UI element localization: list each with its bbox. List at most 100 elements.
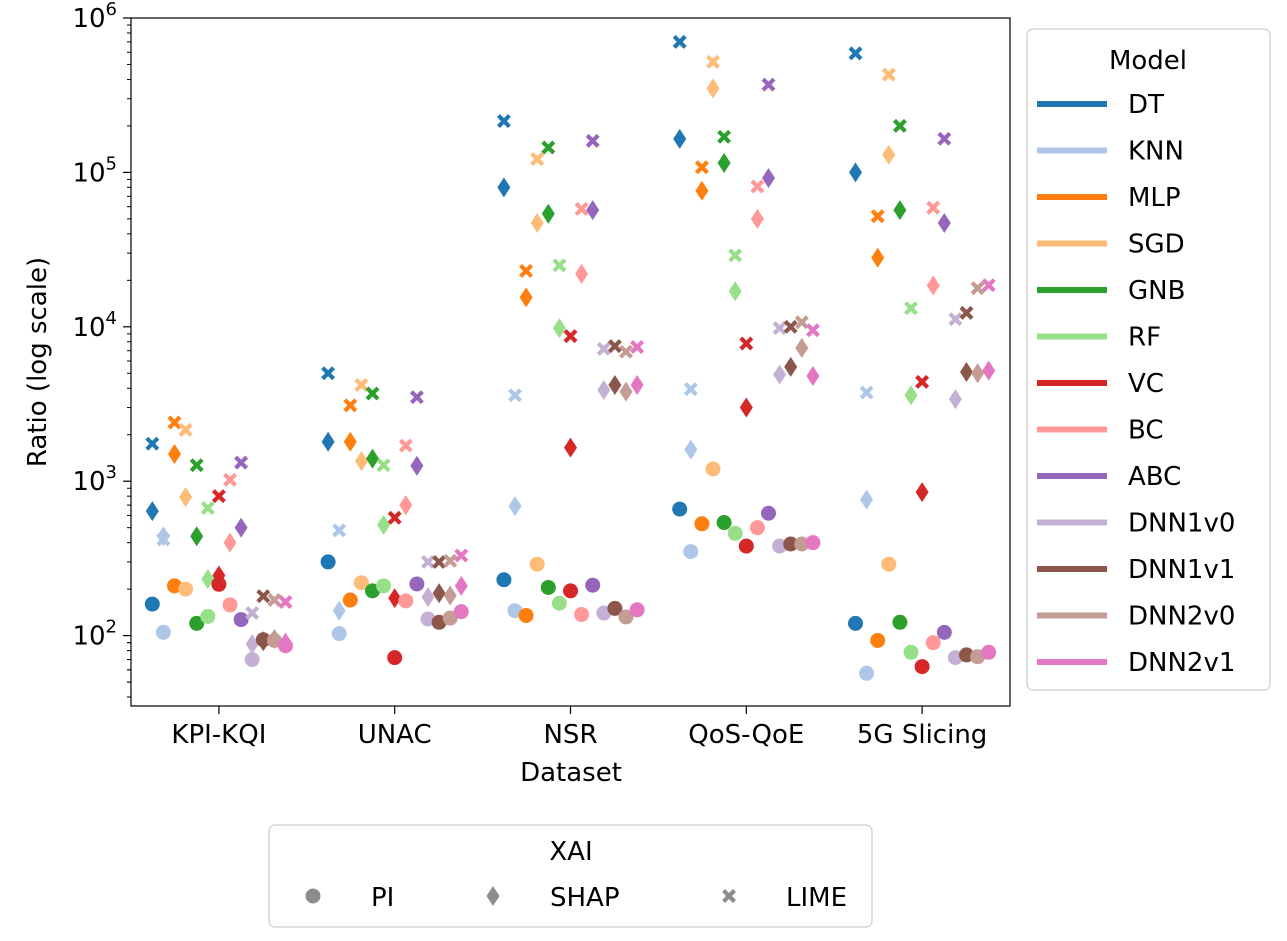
data-point-pi [331,626,347,642]
data-point-shap [948,389,962,410]
data-point-shap [915,482,929,503]
xai-legend-marker [305,888,321,904]
legend-label: DT [1128,90,1164,120]
data-point-shap [552,318,566,339]
data-point-shap [179,487,193,508]
plot-area-frame [130,17,1011,707]
data-point-lime [717,129,732,144]
data-point-pi [694,516,710,532]
data-point-shap [212,565,226,586]
data-point-pi [903,644,919,660]
data-point-pi [783,536,799,552]
data-point-shap [530,213,544,234]
y-axis-label: Ratio (log scale) [23,257,53,467]
data-point-pi [981,644,997,660]
data-point-shap [619,381,633,402]
xai-legend-title: XAI [549,837,592,867]
data-point-shap [871,247,885,268]
data-point-pi [189,615,205,631]
data-point-shap [564,437,577,458]
data-point-shap [750,208,764,229]
data-point-lime [772,321,787,336]
data-point-lime [904,301,918,316]
data-point-pi [233,612,249,628]
data-point-shap [586,200,600,221]
data-point-lime [343,398,358,413]
data-point-shap [145,501,159,522]
data-point-lime [574,201,589,216]
data-point-shap [608,374,622,395]
data-point-lime [256,589,271,604]
model-legend-title: Model [1109,46,1187,76]
data-point-shap [762,167,775,188]
xai-legend-label: LIME [786,883,847,913]
data-point-shap [630,374,644,395]
model-legend-frame [1026,28,1271,691]
data-point-lime [959,305,974,320]
legend-label: DNN1v1 [1128,555,1235,585]
model-legend: Model DT KNN MLP SGD GNB RF VC BC ABC DNN1v0 DNN1v… [1026,28,1271,691]
x-tick-label: NSR [543,720,597,750]
data-point-lime [519,263,534,278]
data-point-shap [279,632,292,653]
data-point-pi [761,505,776,521]
xai-legend-marker [486,886,500,906]
data-point-shap [695,180,709,201]
data-point-shap [706,78,720,99]
y-tick-label: 102 [72,617,117,652]
data-point-lime [915,374,930,389]
data-point-lime [376,458,391,473]
data-point-shap [421,586,435,607]
y-tick-label: 104 [72,308,117,343]
data-point-lime [200,501,215,516]
data-point-lime [926,200,941,215]
data-point-pi [959,647,974,663]
data-point-shap [168,444,181,465]
data-point-pi [353,575,369,591]
data-point-shap [575,263,589,284]
data-point-shap [201,569,215,590]
data-point-shap [739,397,753,418]
data-point-pi [178,581,194,597]
data-point-lime [728,248,743,263]
model-legend-entries: DT KNN MLP SGD GNB RF VC BC ABC DNN1v0 DNN1v1 DNN2v… [1037,90,1235,678]
data-point-pi [540,579,556,595]
data-point-pi [914,659,930,675]
data-point-pi [376,578,392,594]
data-point-shap [354,451,368,472]
data-point-lime [508,388,522,403]
data-point-shap [519,287,533,308]
data-point-lime [189,458,204,473]
legend-label: GNB [1128,276,1185,306]
legend-label: SGD [1128,230,1185,260]
data-point-pi [442,610,458,626]
data-point-pi [716,515,732,531]
data-point-shap [332,600,346,621]
x-tick-label: QoS-QoE [688,720,804,750]
data-point-lime [145,436,160,451]
data-point-lime [552,258,567,273]
data-point-lime [750,179,765,194]
data-point-shap [343,431,357,452]
data-point-shap [673,128,687,149]
data-point-lime [870,209,885,224]
data-point-lime [211,489,226,504]
data-point-shap [982,360,996,381]
data-point-pi [936,624,952,640]
data-point-lime [683,382,698,397]
data-point-shap [728,281,742,302]
data-point-pi [320,554,336,570]
data-point-lime [541,140,556,155]
x-tick-label: KPI-KQI [171,720,266,750]
data-point-shap [223,532,237,553]
data-point-lime [321,366,336,381]
data-point-pi [848,615,863,631]
data-point-lime [278,595,293,610]
data-point-shap [893,200,907,221]
data-point-shap [541,203,555,224]
data-point-lime [454,548,469,563]
data-point-lime [694,160,709,175]
data-point-pi [496,572,512,588]
data-point-pi [529,556,545,572]
data-point-shap [443,585,457,606]
